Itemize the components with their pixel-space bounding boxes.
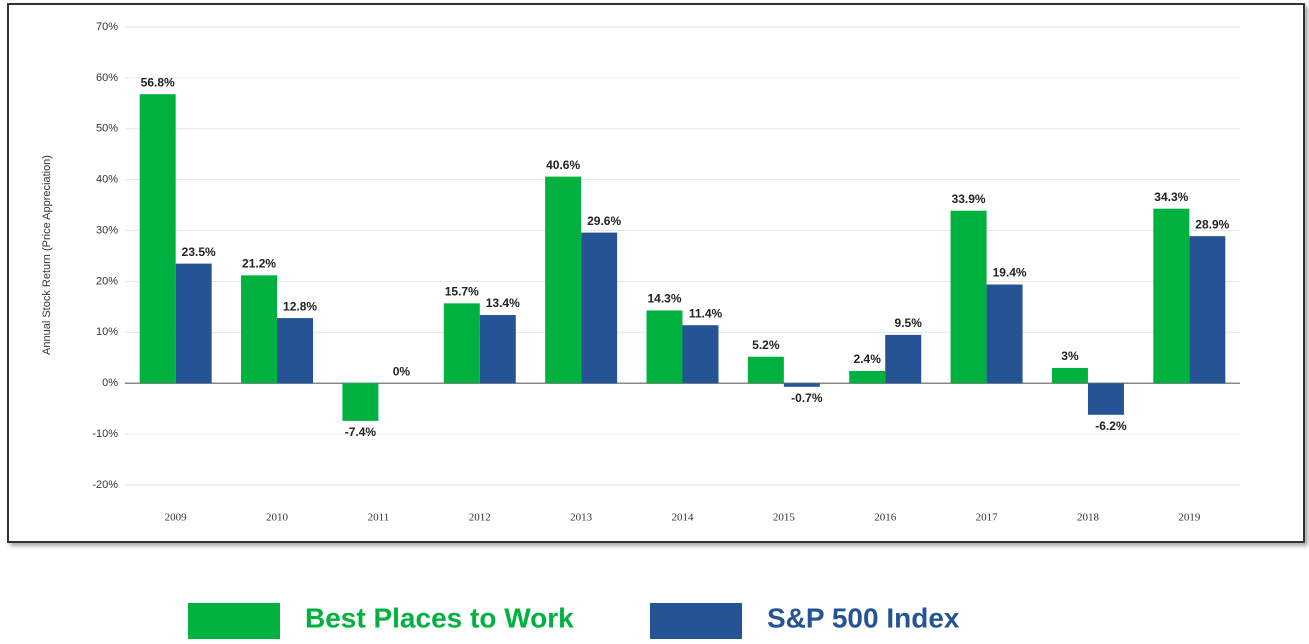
y-tick-label: -10%: [92, 428, 118, 440]
data-label: 56.8%: [141, 75, 175, 89]
y-tick-label: 30%: [96, 224, 118, 236]
x-tick-label: 2017: [976, 512, 999, 524]
data-label: -0.7%: [791, 391, 823, 405]
bar: [986, 284, 1023, 384]
x-tick-label: 2019: [1178, 512, 1201, 524]
y-axis-title: Annual Stock Return (Price Appreciation): [41, 155, 53, 355]
data-label: 40.6%: [546, 158, 580, 172]
x-tick-label: 2009: [165, 512, 188, 524]
data-label: 3%: [1061, 349, 1079, 363]
data-label: 21.2%: [242, 257, 276, 271]
y-tick-label: 20%: [96, 275, 118, 287]
bar: [1153, 208, 1190, 384]
data-label: -7.4%: [345, 425, 377, 439]
bar: [783, 383, 820, 387]
data-label: 33.9%: [952, 192, 986, 206]
bar: [885, 334, 922, 384]
bar: [849, 371, 886, 384]
data-label: 19.4%: [993, 266, 1027, 280]
bar: [950, 210, 987, 384]
data-label: 9.5%: [895, 316, 923, 330]
data-label: 13.4%: [486, 296, 520, 310]
bar: [682, 325, 719, 384]
bar: [646, 310, 683, 384]
x-tick-label: 2011: [368, 512, 390, 524]
x-tick-label: 2012: [469, 512, 491, 524]
data-label: 12.8%: [283, 299, 317, 313]
bar: [581, 232, 618, 384]
legend-label: S&P 500 Index: [767, 602, 960, 633]
legend-swatch: [188, 603, 280, 639]
bar: [747, 356, 784, 384]
y-tick-label: 0%: [102, 377, 118, 389]
data-label: 5.2%: [752, 338, 780, 352]
bar: [1087, 383, 1124, 415]
bar: [479, 315, 516, 384]
bar: [545, 176, 582, 384]
data-label: -6.2%: [1095, 419, 1127, 433]
bar: [443, 303, 480, 384]
bar: [1051, 367, 1088, 384]
data-label: 34.3%: [1154, 190, 1188, 204]
bar: [342, 383, 379, 421]
y-tick-label: 40%: [96, 174, 118, 186]
data-label: 29.6%: [587, 214, 621, 228]
data-label: 0%: [393, 364, 411, 378]
x-tick-label: 2013: [570, 512, 593, 524]
legend-swatch: [650, 603, 742, 639]
data-label: 15.7%: [445, 284, 479, 298]
x-tick-label: 2015: [773, 512, 796, 524]
bar: [175, 263, 212, 384]
bar: [1189, 236, 1226, 384]
data-label: 28.9%: [1195, 217, 1229, 231]
y-tick-label: 10%: [96, 326, 118, 338]
y-tick-label: -20%: [92, 479, 118, 491]
bar: [277, 318, 314, 384]
bar: [139, 94, 176, 384]
x-tick-label: 2018: [1077, 512, 1100, 524]
y-tick-label: 70%: [96, 21, 118, 33]
y-tick-label: 50%: [96, 123, 118, 135]
data-label: 11.4%: [689, 306, 723, 320]
y-tick-label: 60%: [96, 72, 118, 84]
data-label: 2.4%: [854, 352, 882, 366]
chart-frame: [7, 3, 1305, 543]
legend-label: Best Places to Work: [305, 602, 574, 633]
x-tick-label: 2014: [672, 512, 695, 524]
data-label: 14.3%: [647, 292, 681, 306]
data-label: 23.5%: [182, 245, 216, 259]
x-tick-label: 2010: [266, 512, 289, 524]
x-tick-label: 2016: [874, 512, 897, 524]
bar: [241, 275, 278, 384]
